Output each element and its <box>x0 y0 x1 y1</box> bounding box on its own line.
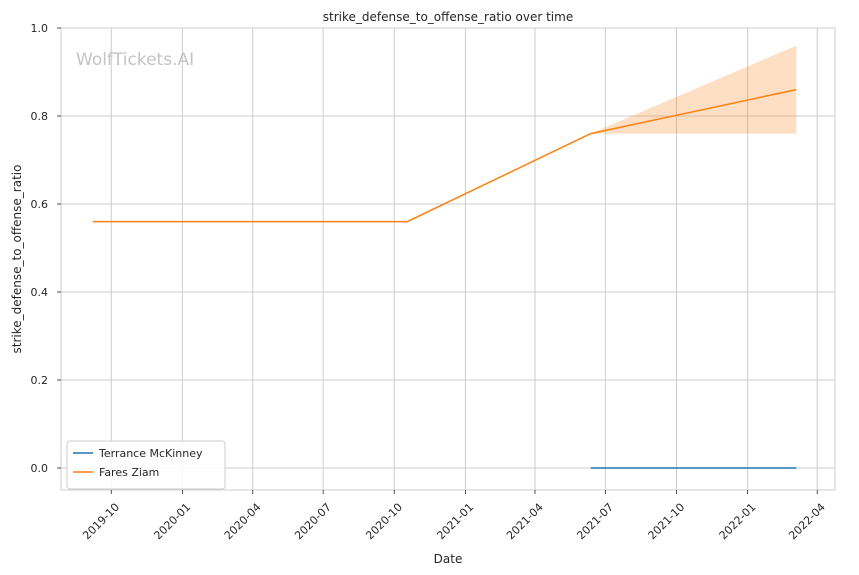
x-tick-label: 2022-01 <box>717 501 759 543</box>
x-tick-label: 2020-01 <box>151 501 193 543</box>
x-axis-ticks: 2019-10 2020-01 2020-04 2020-07 2020-10 2021-… <box>80 490 828 542</box>
legend-box <box>66 440 226 490</box>
y-tick-label: 0.0 <box>31 462 49 475</box>
plot-area-frame <box>60 27 836 491</box>
y-tick-label: 0.4 <box>31 286 49 299</box>
chart-title: strike_defense_to_offense_ratio over tim… <box>323 10 573 24</box>
x-tick-label: 2021-10 <box>646 501 688 543</box>
y-tick-label: 0.6 <box>31 198 49 211</box>
x-tick-label: 2019-10 <box>80 501 122 543</box>
legend: Terrance McKinney Fares Ziam <box>66 440 226 490</box>
x-tick-label: 2021-07 <box>574 501 616 543</box>
x-axis-title: Date <box>434 552 463 566</box>
watermark: WolfTickets.AI <box>76 50 194 70</box>
y-tick-label: 0.2 <box>31 374 49 387</box>
legend-entry-label: Fares Ziam <box>99 466 159 479</box>
y-axis-title: strike_defense_to_offense_ratio <box>10 165 24 354</box>
x-tick-label: 2021-01 <box>434 501 476 543</box>
x-tick-label: 2020-10 <box>363 501 405 543</box>
y-axis-ticks: 0.0 0.2 0.4 0.6 0.8 1.0 <box>31 22 61 475</box>
confidence-band-series-1 <box>590 45 797 134</box>
legend-entry-label: Terrance McKinney <box>98 447 203 460</box>
confidence-bands <box>590 45 797 134</box>
x-tick-label: 2020-07 <box>292 501 334 543</box>
x-tick-label: 2021-04 <box>504 501 546 543</box>
y-tick-label: 1.0 <box>31 22 49 35</box>
series-lines <box>92 88 797 469</box>
series-line-1 <box>92 88 797 223</box>
x-tick-label: 2022-04 <box>786 501 828 543</box>
x-tick-label: 2020-04 <box>222 501 264 543</box>
y-tick-label: 0.8 <box>31 110 49 123</box>
